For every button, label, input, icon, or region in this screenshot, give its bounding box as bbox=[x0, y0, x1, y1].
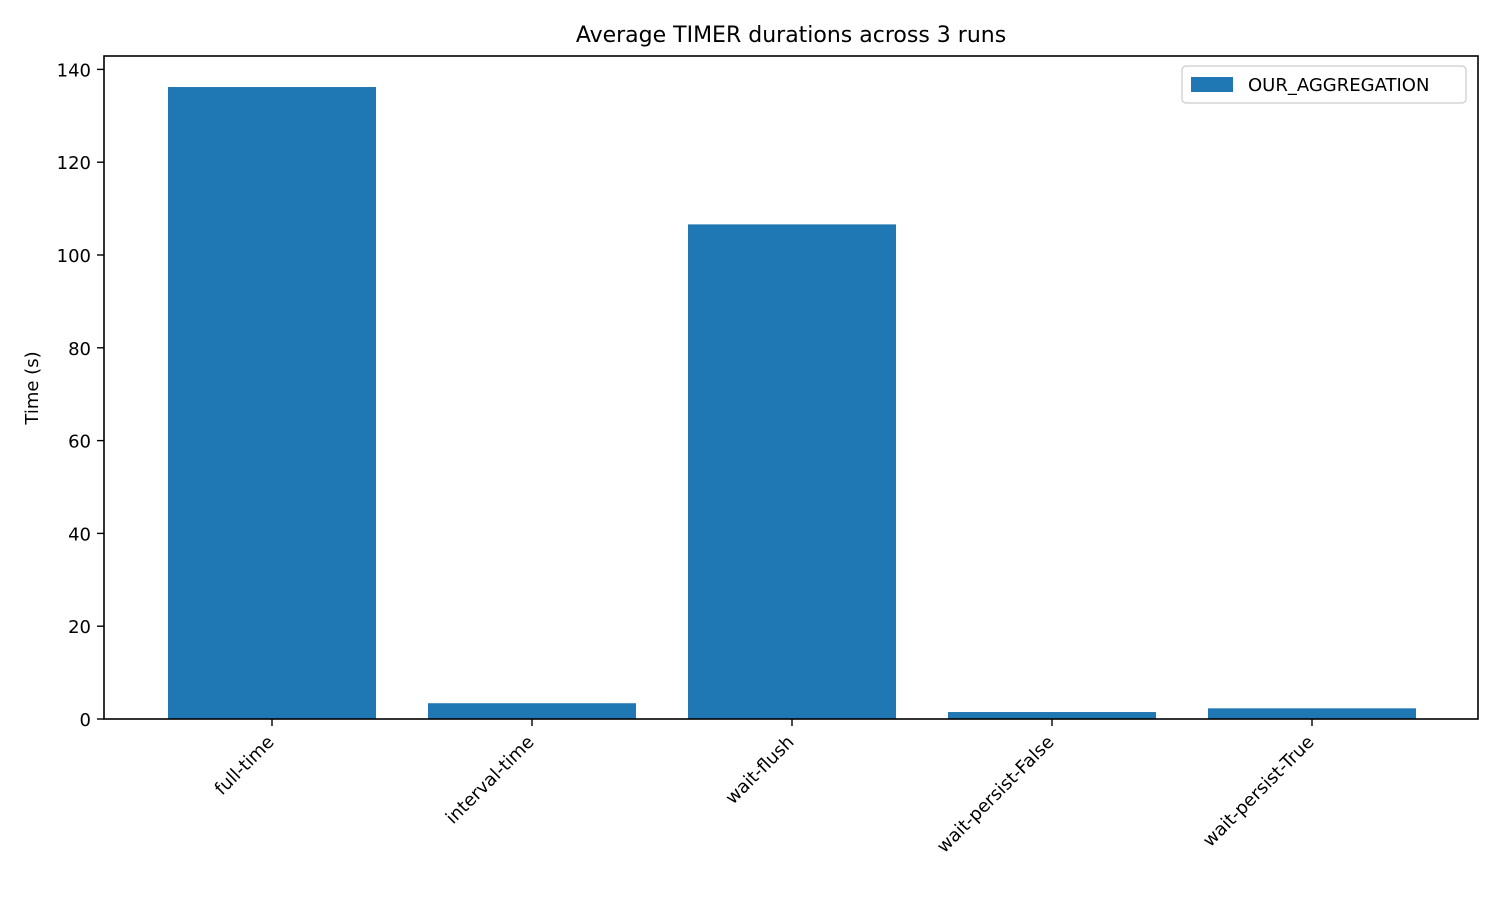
bar-wait-flush bbox=[688, 224, 896, 719]
chart-title: Average TIMER durations across 3 runs bbox=[576, 23, 1006, 48]
plot-frame bbox=[103, 55, 1479, 720]
legend: OUR_AGGREGATION bbox=[1181, 65, 1467, 104]
y-tick-label: 0 bbox=[80, 710, 91, 731]
y-tick-label: 40 bbox=[68, 524, 91, 545]
legend-swatch bbox=[1191, 77, 1233, 92]
y-tick-label: 120 bbox=[57, 153, 91, 174]
bars-layer bbox=[168, 87, 1416, 720]
y-tick-label: 20 bbox=[68, 617, 91, 638]
bar-full-time bbox=[168, 87, 376, 720]
bar-wait-persist-False bbox=[948, 712, 1156, 719]
bar-wait-persist-True bbox=[1208, 708, 1416, 719]
y-axis-label: Time (s) bbox=[22, 351, 43, 425]
bar-interval-time bbox=[428, 703, 636, 719]
legend-label: OUR_AGGREGATION bbox=[1248, 75, 1429, 96]
y-tick-label: 100 bbox=[57, 246, 91, 267]
y-tick-label: 140 bbox=[57, 60, 91, 81]
legend-box bbox=[1181, 65, 1467, 104]
y-tick-label: 80 bbox=[68, 339, 91, 360]
y-tick-label: 60 bbox=[68, 432, 91, 453]
y-axis-ticks: 0 20 40 60 80 100 120 140 bbox=[57, 60, 104, 731]
